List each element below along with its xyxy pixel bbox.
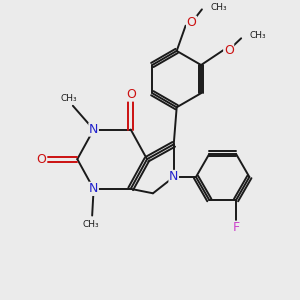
- Text: O: O: [224, 44, 234, 57]
- Text: N: N: [89, 123, 98, 136]
- Text: CH₃: CH₃: [61, 94, 78, 103]
- Text: N: N: [169, 170, 178, 184]
- Text: F: F: [232, 221, 240, 234]
- Text: O: O: [36, 153, 46, 166]
- Text: O: O: [187, 16, 196, 29]
- Text: CH₃: CH₃: [210, 2, 227, 11]
- Text: CH₃: CH₃: [82, 220, 99, 229]
- Text: O: O: [126, 88, 136, 101]
- Text: N: N: [89, 182, 98, 195]
- Text: CH₃: CH₃: [250, 32, 266, 40]
